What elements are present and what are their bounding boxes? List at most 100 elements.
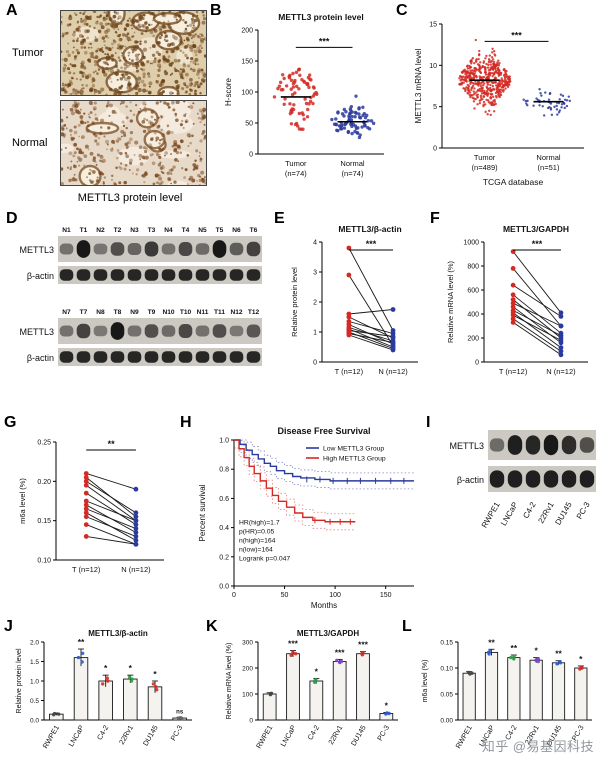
panel-j-letter: J <box>4 618 13 635</box>
svg-text:Relative protein level: Relative protein level <box>16 648 23 713</box>
svg-text:T5: T5 <box>216 227 224 234</box>
svg-text:METTL3: METTL3 <box>19 327 54 337</box>
svg-text:0: 0 <box>249 718 253 725</box>
svg-text:*: * <box>129 663 133 673</box>
svg-text:N10: N10 <box>162 309 174 316</box>
svg-text:1: 1 <box>313 330 317 337</box>
svg-text:**: ** <box>78 637 85 647</box>
svg-text:800: 800 <box>467 264 479 271</box>
svg-text:***: *** <box>288 639 299 649</box>
svg-text:*: * <box>579 654 583 664</box>
svg-text:T (n=12): T (n=12) <box>335 367 364 376</box>
svg-text:2: 2 <box>313 300 317 307</box>
svg-text:***: *** <box>335 647 346 657</box>
svg-text:Tumor: Tumor <box>474 153 496 162</box>
svg-text:*: * <box>104 663 108 673</box>
svg-text:HR(high)=1.7: HR(high)=1.7 <box>239 520 280 527</box>
panel-g-letter: G <box>4 414 17 431</box>
svg-text:C4-2: C4-2 <box>521 500 538 520</box>
svg-text:(n=51): (n=51) <box>538 163 560 172</box>
svg-text:***: *** <box>366 239 377 249</box>
svg-text:N (n=12): N (n=12) <box>378 367 408 376</box>
svg-text:T3: T3 <box>148 227 156 234</box>
svg-text:T2: T2 <box>114 227 122 234</box>
svg-text:(n=489): (n=489) <box>472 163 499 172</box>
svg-text:METTL3/β-actin: METTL3/β-actin <box>338 224 401 234</box>
svg-text:β-actin: β-actin <box>27 271 54 281</box>
svg-text:0.20: 0.20 <box>37 479 51 486</box>
svg-text:Disease Free Survival: Disease Free Survival <box>277 426 370 436</box>
svg-text:m6a level (%): m6a level (%) <box>422 660 429 703</box>
panel-d-letter: D <box>6 210 18 227</box>
panel-j-chart: 0.0 0.5 1.0 1.5 2.0 Relative protein level MET… <box>16 629 192 751</box>
svg-text:N7: N7 <box>62 309 71 316</box>
svg-text:RWPE1: RWPE1 <box>41 724 62 751</box>
svg-text:H-score: H-score <box>224 77 233 106</box>
svg-text:**: ** <box>555 649 562 659</box>
panel-f-letter: F <box>430 210 440 227</box>
svg-text:Tumor: Tumor <box>285 159 307 168</box>
svg-text:T9: T9 <box>148 309 156 316</box>
svg-text:0.10: 0.10 <box>37 558 51 565</box>
svg-text:**: ** <box>511 643 518 653</box>
svg-text:300: 300 <box>242 640 253 647</box>
svg-text:0: 0 <box>475 360 479 367</box>
svg-text:*: * <box>153 669 157 679</box>
svg-text:PC-3: PC-3 <box>575 500 592 521</box>
svg-text:150: 150 <box>380 592 392 599</box>
svg-text:0.6: 0.6 <box>219 496 229 503</box>
panel-g-chart: 0.10 0.15 0.20 0.25 m6a level (%) T (n=12) N (… <box>18 439 164 574</box>
svg-text:0.05: 0.05 <box>440 692 453 699</box>
svg-text:200: 200 <box>467 336 479 343</box>
svg-text:METTL3 protein level: METTL3 protein level <box>278 12 364 22</box>
svg-text:T4: T4 <box>182 227 190 234</box>
svg-text:p(HR)=0.05: p(HR)=0.05 <box>239 529 275 536</box>
panel-b-chart: 0 50 100 150 200 METTL3 protein level H-score T… <box>224 12 384 178</box>
svg-text:1.0: 1.0 <box>219 438 229 445</box>
svg-text:T (n=12): T (n=12) <box>499 367 528 376</box>
panel-e-letter: E <box>274 210 285 227</box>
svg-text:LNCaP: LNCaP <box>278 723 297 748</box>
panel-a-letter: A <box>6 2 18 19</box>
svg-text:0: 0 <box>433 146 437 153</box>
svg-text:T8: T8 <box>114 309 122 316</box>
svg-text:50: 50 <box>245 121 253 128</box>
svg-text:0.15: 0.15 <box>440 640 453 647</box>
svg-text:N11: N11 <box>197 309 209 316</box>
panel-e-chart: 0 1 2 3 4 METTL3/β-actin Relative protein leve… <box>290 224 418 376</box>
svg-text:2.0: 2.0 <box>30 640 39 647</box>
ihc-label-normal: Normal <box>12 137 48 149</box>
panel-c-chart: 0 5 10 15 METTL3 mRNA level Tumor(n=489) Norma… <box>414 22 584 187</box>
svg-text:22Rv1: 22Rv1 <box>117 724 135 746</box>
svg-text:100: 100 <box>241 90 253 97</box>
panel-h-letter: H <box>180 414 192 431</box>
svg-text:N (n=12): N (n=12) <box>121 565 151 574</box>
svg-text:DU145: DU145 <box>553 500 574 527</box>
svg-text:200: 200 <box>242 666 253 673</box>
svg-text:RWPE1: RWPE1 <box>480 500 502 529</box>
svg-text:METTL3 mRNA level: METTL3 mRNA level <box>414 48 423 123</box>
svg-text:0.10: 0.10 <box>440 666 453 673</box>
svg-text:N5: N5 <box>198 227 207 234</box>
svg-text:(n=74): (n=74) <box>285 169 307 178</box>
panel-k-chart: 0 100 200 300 Relative mRNA level (%) METTL3/… <box>226 629 398 750</box>
svg-text:*: * <box>535 646 539 656</box>
svg-text:0.0: 0.0 <box>219 584 229 591</box>
svg-text:***: *** <box>511 30 522 40</box>
panel-h-km-plot: 0.0 0.2 0.4 0.6 0.8 1.0 Percent survival Diseas… <box>198 426 414 610</box>
svg-text:TCGA database: TCGA database <box>483 177 544 187</box>
svg-text:10: 10 <box>429 63 437 70</box>
svg-text:0: 0 <box>249 152 253 159</box>
svg-text:DU145: DU145 <box>141 723 160 747</box>
svg-text:T (n=12): T (n=12) <box>72 565 101 574</box>
svg-text:400: 400 <box>467 312 479 319</box>
svg-text:N6: N6 <box>232 227 241 234</box>
svg-text:0.5: 0.5 <box>30 698 39 705</box>
svg-text:0.2: 0.2 <box>219 554 229 561</box>
svg-text:DU145: DU145 <box>349 723 368 747</box>
svg-text:0.25: 0.25 <box>37 440 51 447</box>
svg-text:Relative mRNA level (%): Relative mRNA level (%) <box>226 643 233 720</box>
svg-text:0.15: 0.15 <box>37 518 51 525</box>
